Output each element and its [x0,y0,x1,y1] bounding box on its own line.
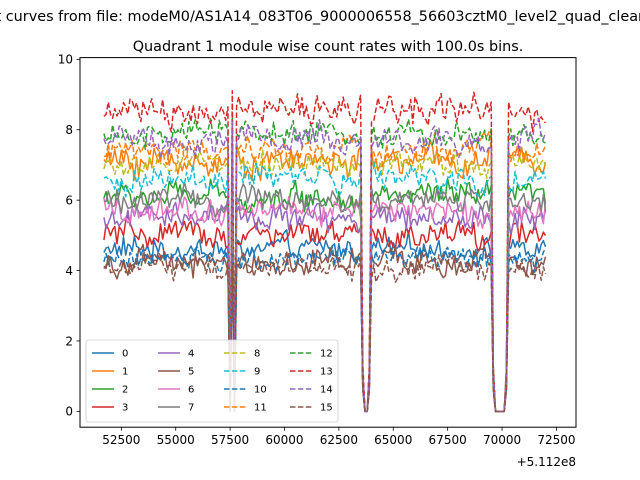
y-tick-label: 6 [65,193,73,207]
series-line-14 [103,117,547,413]
legend-label-14: 14 [320,385,333,396]
legend-label-0: 0 [122,349,128,360]
series-line-12 [103,117,546,413]
series-line-5 [103,243,547,413]
series-line-11 [103,131,547,413]
y-tick-label: 10 [58,53,73,67]
legend-label-12: 12 [320,349,333,360]
legend-label-2: 2 [122,385,128,396]
legend-label-9: 9 [254,367,260,378]
x-tick-label: 62500 [320,433,358,447]
x-tick-label: 67500 [429,433,467,447]
legend-label-10: 10 [254,385,267,396]
x-tick-label: 55000 [157,433,195,447]
series-line-10 [103,245,547,413]
legend-label-7: 7 [188,403,194,414]
x-axis: 52500 55000 57500 60000 62500 65000 67500 70000… [102,427,576,447]
legend-label-4: 4 [188,349,194,360]
x-tick-label: 52500 [102,433,140,447]
x-tick-label: 70000 [483,433,521,447]
legend-label-6: 6 [188,385,194,396]
legend-label-11: 11 [254,403,267,414]
x-tick-label: 60000 [265,433,303,447]
series-line-8 [103,145,547,413]
series-layer [103,90,547,413]
x-tick-label: 57500 [211,433,249,447]
legend-label-3: 3 [122,403,128,414]
series-line-3 [103,214,547,413]
y-axis: 0 2 4 6 8 10 [58,53,80,419]
series-line-15 [103,250,547,413]
y-tick-label: 8 [65,123,73,137]
legend-label-13: 13 [320,367,333,378]
y-tick-label: 0 [65,405,73,419]
y-tick-label: 4 [65,264,73,278]
plot-frame [79,57,577,428]
series-line-9 [103,159,547,413]
legend-box [85,339,339,423]
legend-label-5: 5 [188,367,194,378]
figure-suptitle: Light curves from file: modeM0/AS1A14_08… [0,9,640,25]
legend-label-1: 1 [122,367,128,378]
chart-title: Quadrant 1 module wise count rates with … [133,39,524,55]
legend-label-15: 15 [320,403,333,414]
x-tick-label: 72500 [537,433,575,447]
series-line-7 [103,181,547,413]
x-tick-label: 65000 [374,433,412,447]
series-line-2 [103,177,547,413]
x-axis-offset-label: +5.112e8 [517,455,576,469]
y-tick-label: 2 [65,334,73,348]
series-line-13 [103,90,546,413]
legend-label-8: 8 [254,349,260,360]
series-line-6 [103,194,547,413]
series-line-1 [103,140,547,413]
